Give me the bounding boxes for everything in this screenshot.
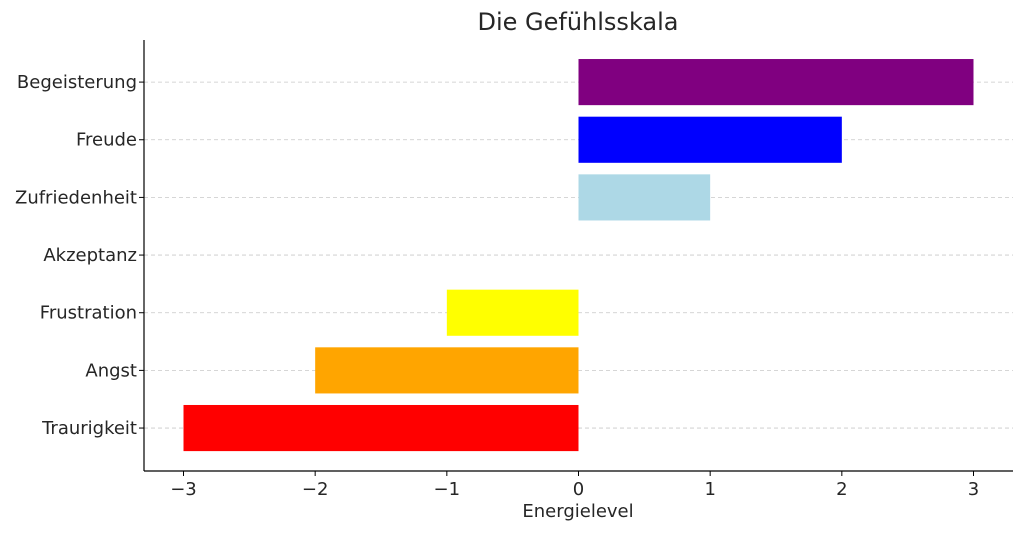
x-axis-label: Energielevel	[522, 501, 633, 522]
bar-angst	[315, 347, 579, 394]
bar-freude	[578, 116, 842, 163]
y-tick-label: Begeisterung	[17, 72, 137, 93]
chart-title: Die Gefühlsskala	[477, 8, 678, 36]
x-tick-label: −3	[170, 479, 197, 500]
y-tick-label: Zufriedenheit	[15, 187, 137, 208]
y-tick-label: Angst	[85, 360, 137, 381]
x-tick-label: 2	[836, 479, 847, 500]
bar-begeisterung	[578, 59, 974, 106]
x-tick-label: 3	[968, 479, 979, 500]
bar-frustration	[446, 289, 579, 336]
bar-zufriedenheit	[578, 174, 711, 221]
bar-traurigkeit	[183, 404, 579, 452]
y-tick-label: Freude	[76, 130, 137, 151]
x-tick-label: −2	[302, 479, 329, 500]
y-tick-label: Traurigkeit	[41, 418, 137, 439]
x-tick-label: −1	[434, 479, 461, 500]
y-tick-label: Frustration	[40, 303, 137, 324]
x-tick-label: 1	[704, 479, 715, 500]
x-tick-label: 0	[573, 479, 584, 500]
y-tick-label: Akzeptanz	[43, 245, 137, 266]
